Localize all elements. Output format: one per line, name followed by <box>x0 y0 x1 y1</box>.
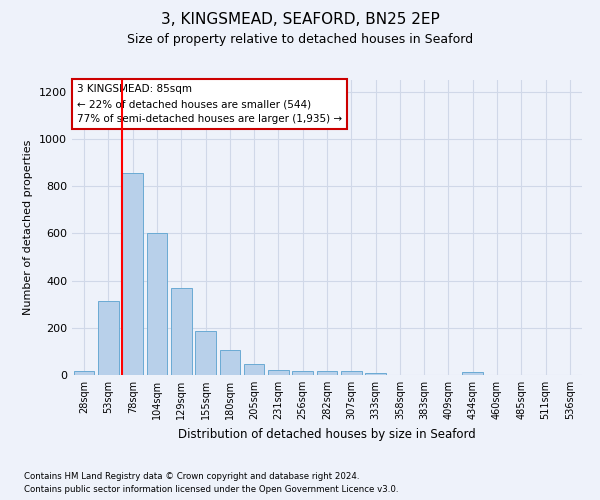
Bar <box>463 372 483 375</box>
Bar <box>365 372 386 375</box>
Bar <box>220 350 240 375</box>
X-axis label: Distribution of detached houses by size in Seaford: Distribution of detached houses by size … <box>178 428 476 440</box>
Bar <box>195 332 216 375</box>
Text: 3 KINGSMEAD: 85sqm
← 22% of detached houses are smaller (544)
77% of semi-detach: 3 KINGSMEAD: 85sqm ← 22% of detached hou… <box>77 84 342 124</box>
Y-axis label: Number of detached properties: Number of detached properties <box>23 140 34 315</box>
Bar <box>268 370 289 375</box>
Text: Contains public sector information licensed under the Open Government Licence v3: Contains public sector information licen… <box>24 485 398 494</box>
Text: 3, KINGSMEAD, SEAFORD, BN25 2EP: 3, KINGSMEAD, SEAFORD, BN25 2EP <box>161 12 439 28</box>
Text: Size of property relative to detached houses in Seaford: Size of property relative to detached ho… <box>127 32 473 46</box>
Bar <box>317 371 337 375</box>
Bar <box>292 371 313 375</box>
Bar <box>98 300 119 375</box>
Bar <box>122 173 143 375</box>
Bar <box>244 364 265 375</box>
Bar <box>74 372 94 375</box>
Bar <box>146 234 167 375</box>
Text: Contains HM Land Registry data © Crown copyright and database right 2024.: Contains HM Land Registry data © Crown c… <box>24 472 359 481</box>
Bar <box>171 288 191 375</box>
Bar <box>341 371 362 375</box>
